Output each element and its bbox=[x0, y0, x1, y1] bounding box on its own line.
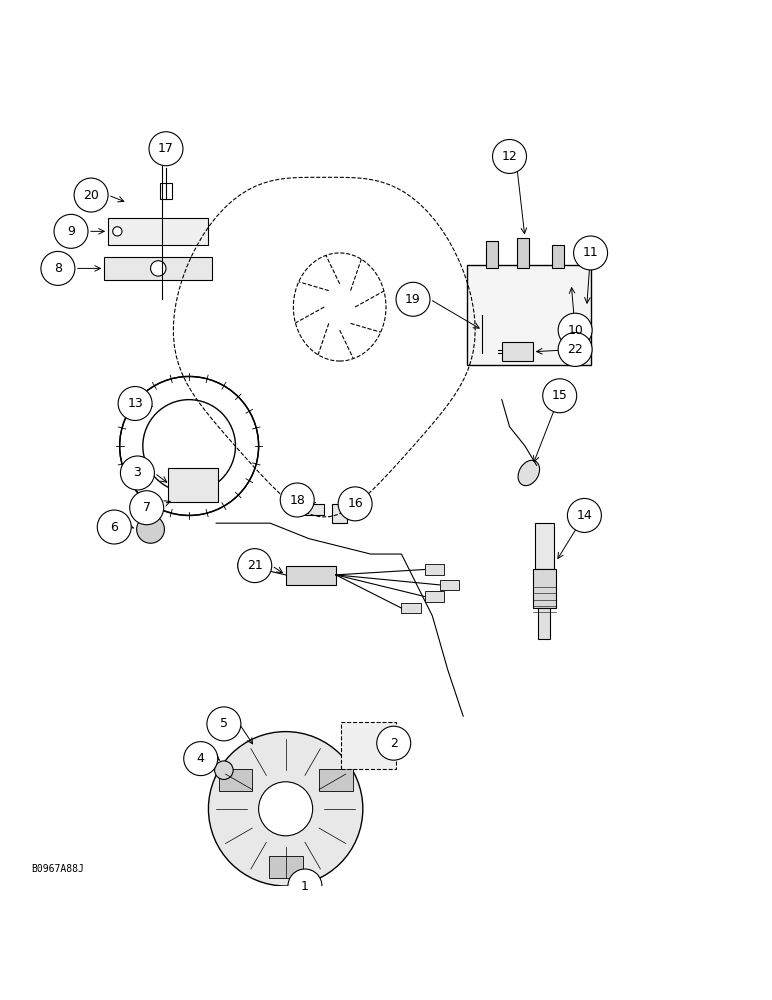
Text: 6: 6 bbox=[110, 521, 118, 534]
Bar bbox=[401, 603, 421, 613]
Text: 17: 17 bbox=[158, 142, 174, 155]
Bar bbox=[538, 608, 550, 639]
FancyBboxPatch shape bbox=[108, 218, 208, 245]
Circle shape bbox=[259, 782, 313, 836]
FancyBboxPatch shape bbox=[319, 769, 353, 791]
Bar bbox=[425, 564, 444, 575]
Text: B0967A88J: B0967A88J bbox=[31, 864, 83, 874]
Text: 18: 18 bbox=[290, 493, 305, 506]
Text: 4: 4 bbox=[197, 752, 205, 765]
Circle shape bbox=[120, 456, 154, 490]
Circle shape bbox=[238, 549, 272, 583]
Bar bbox=[552, 245, 564, 268]
Text: 21: 21 bbox=[247, 559, 262, 572]
Circle shape bbox=[558, 332, 592, 366]
Circle shape bbox=[118, 387, 152, 420]
Circle shape bbox=[41, 251, 75, 285]
Text: 15: 15 bbox=[552, 389, 567, 402]
Bar bbox=[517, 238, 529, 268]
Text: 9: 9 bbox=[67, 225, 75, 238]
Circle shape bbox=[288, 869, 322, 903]
Circle shape bbox=[543, 379, 577, 413]
FancyBboxPatch shape bbox=[104, 257, 212, 280]
Text: 19: 19 bbox=[405, 293, 421, 306]
Circle shape bbox=[377, 726, 411, 760]
Circle shape bbox=[493, 139, 527, 173]
Text: 20: 20 bbox=[83, 189, 99, 202]
Circle shape bbox=[558, 313, 592, 347]
Bar bbox=[533, 569, 556, 608]
Bar bbox=[286, 566, 336, 585]
Text: 1: 1 bbox=[301, 880, 309, 892]
Circle shape bbox=[567, 498, 601, 532]
Circle shape bbox=[574, 236, 608, 270]
Circle shape bbox=[184, 742, 218, 776]
Bar bbox=[440, 580, 459, 590]
Text: 13: 13 bbox=[127, 397, 143, 410]
Text: 14: 14 bbox=[577, 509, 592, 522]
Text: 11: 11 bbox=[583, 246, 598, 259]
FancyBboxPatch shape bbox=[341, 722, 396, 769]
Text: 8: 8 bbox=[54, 262, 62, 275]
Bar bbox=[486, 241, 498, 268]
Circle shape bbox=[151, 261, 166, 276]
FancyBboxPatch shape bbox=[168, 468, 218, 502]
Circle shape bbox=[130, 491, 164, 525]
Text: 3: 3 bbox=[134, 466, 141, 479]
Bar bbox=[535, 523, 554, 569]
FancyBboxPatch shape bbox=[467, 265, 591, 365]
Circle shape bbox=[215, 761, 233, 779]
Circle shape bbox=[396, 282, 430, 316]
Circle shape bbox=[113, 227, 122, 236]
Circle shape bbox=[338, 487, 372, 521]
Text: 22: 22 bbox=[567, 343, 583, 356]
Text: 2: 2 bbox=[390, 737, 398, 750]
Bar bbox=[502, 342, 533, 361]
Circle shape bbox=[54, 214, 88, 248]
Circle shape bbox=[149, 132, 183, 166]
Text: 12: 12 bbox=[502, 150, 517, 163]
Bar bbox=[305, 504, 324, 515]
Text: 16: 16 bbox=[347, 497, 363, 510]
Circle shape bbox=[74, 178, 108, 212]
Circle shape bbox=[280, 483, 314, 517]
FancyBboxPatch shape bbox=[218, 769, 252, 791]
Bar bbox=[160, 183, 172, 199]
FancyBboxPatch shape bbox=[269, 856, 303, 878]
Bar bbox=[332, 504, 347, 523]
Text: 10: 10 bbox=[567, 324, 583, 337]
Circle shape bbox=[97, 510, 131, 544]
Text: 5: 5 bbox=[220, 717, 228, 730]
Bar bbox=[425, 591, 444, 602]
Circle shape bbox=[207, 707, 241, 741]
Circle shape bbox=[137, 515, 164, 543]
Circle shape bbox=[208, 732, 363, 886]
Circle shape bbox=[238, 556, 256, 575]
Text: 7: 7 bbox=[143, 501, 151, 514]
Ellipse shape bbox=[518, 460, 540, 486]
